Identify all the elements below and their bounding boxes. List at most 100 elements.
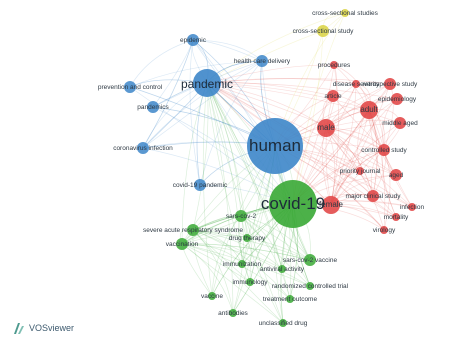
node-antibodies[interactable] xyxy=(229,309,237,317)
network-edge xyxy=(325,95,334,206)
network-edge xyxy=(181,243,234,314)
network-edge xyxy=(192,229,284,324)
node-label-rct: randomized controlled trial xyxy=(272,283,349,290)
node-disease-severity[interactable] xyxy=(352,80,360,88)
node-label-immunology: immunology xyxy=(232,279,268,286)
network-edge xyxy=(142,39,194,149)
network-edge xyxy=(240,215,311,261)
network-edge xyxy=(192,229,243,265)
node-retrospective[interactable] xyxy=(384,78,396,90)
node-label-epidemiology: epidemiology xyxy=(378,96,417,103)
node-male[interactable] xyxy=(317,119,335,137)
network-edge xyxy=(206,82,311,261)
node-label-female: female xyxy=(319,200,344,209)
node-major-study[interactable] xyxy=(367,190,379,202)
network-edge xyxy=(142,60,263,149)
network-edge xyxy=(129,86,294,205)
node-drug-therapy[interactable] xyxy=(243,234,251,242)
network-edge xyxy=(240,215,291,300)
network-edge xyxy=(240,215,284,324)
node-label-health-care: health care delivery xyxy=(234,58,291,65)
network-edge xyxy=(206,12,346,84)
node-label-sars: severe acute respiratory syndrome xyxy=(143,227,243,234)
network-edge xyxy=(330,83,391,206)
network-edge xyxy=(181,243,284,324)
network-edge xyxy=(181,82,208,245)
node-label-vaccine: vaccine xyxy=(201,293,223,300)
node-pandemic[interactable] xyxy=(193,69,221,97)
node-label-sars-vaccine: sars-cov-2 vaccine xyxy=(283,257,338,264)
node-procedures[interactable] xyxy=(330,61,338,69)
node-sars-cov-2[interactable] xyxy=(235,210,247,222)
node-cross-sectional[interactable] xyxy=(317,25,329,37)
network-edge xyxy=(192,229,311,287)
network-edge xyxy=(206,82,385,151)
network-edge xyxy=(211,215,242,297)
node-cross-sectional-studies[interactable] xyxy=(341,9,349,17)
network-edge xyxy=(192,82,209,231)
node-human[interactable] xyxy=(247,118,303,174)
node-middle-aged[interactable] xyxy=(394,117,406,129)
node-sars-vaccine[interactable] xyxy=(304,254,316,266)
node-label-infection: infection xyxy=(400,204,425,211)
node-controlled-study[interactable] xyxy=(378,144,390,156)
node-sars[interactable] xyxy=(187,224,199,236)
node-article[interactable] xyxy=(327,90,339,102)
node-immunization[interactable] xyxy=(238,260,246,268)
node-vaccine[interactable] xyxy=(208,292,216,300)
network-edge xyxy=(325,127,413,208)
network-edge xyxy=(181,243,311,287)
node-unclassified[interactable] xyxy=(279,319,287,327)
network-edge xyxy=(129,60,263,88)
network-edge xyxy=(206,78,357,85)
node-label-coronavirus-infection: coronavirus infection xyxy=(113,145,173,152)
node-antiviral[interactable] xyxy=(278,265,286,273)
network-edge xyxy=(240,215,311,287)
node-mortality[interactable] xyxy=(392,213,400,221)
network-edge xyxy=(206,82,284,324)
node-health-care[interactable] xyxy=(256,55,268,67)
node-female[interactable] xyxy=(322,196,340,214)
node-vaccination[interactable] xyxy=(176,238,188,250)
node-prevention[interactable] xyxy=(124,81,136,93)
network-edge xyxy=(206,82,398,100)
node-label-controlled-study: controlled study xyxy=(361,147,407,154)
node-immunology[interactable] xyxy=(246,278,254,286)
network-edge xyxy=(240,215,283,270)
network-edge xyxy=(199,60,263,186)
node-coronavirus-infection[interactable] xyxy=(137,142,149,154)
node-epidemiology[interactable] xyxy=(391,93,403,105)
label-layer: human covid-19 pandemic cross-sectional stu… xyxy=(98,10,425,327)
network-edge xyxy=(181,243,311,261)
node-label-priority: priority journal xyxy=(340,168,381,175)
node-epidemic[interactable] xyxy=(187,34,199,46)
node-covid[interactable] xyxy=(269,180,317,228)
node-virology[interactable] xyxy=(380,226,388,234)
network-edge xyxy=(368,109,397,218)
node-covid-pandemic[interactable] xyxy=(194,179,206,191)
network-edge xyxy=(292,12,346,205)
node-adult[interactable] xyxy=(360,101,378,119)
network-edge xyxy=(181,235,248,245)
node-label-covid-pandemic: covid-19 pandemic xyxy=(173,182,228,189)
network-edge xyxy=(192,229,291,300)
network-edge xyxy=(206,82,242,217)
node-priority[interactable] xyxy=(356,167,364,175)
network-edge xyxy=(206,30,324,84)
node-aged[interactable] xyxy=(390,169,402,181)
node-rct[interactable] xyxy=(306,282,314,290)
node-label-procedures: procedures xyxy=(318,62,351,69)
network-edge xyxy=(142,60,263,149)
node-treatment[interactable] xyxy=(286,295,294,303)
network-edge xyxy=(189,39,201,186)
network-edge xyxy=(206,64,335,84)
node-label-pandemic: pandemic xyxy=(181,77,233,91)
network-edge xyxy=(206,82,243,265)
node-label-cross-sectional-studies: cross-sectional studies xyxy=(312,10,378,17)
node-infection[interactable] xyxy=(408,203,416,211)
node-label-major-study: major clinical study xyxy=(346,193,402,200)
node-pandemics[interactable] xyxy=(147,101,159,113)
network-edge xyxy=(192,229,234,314)
